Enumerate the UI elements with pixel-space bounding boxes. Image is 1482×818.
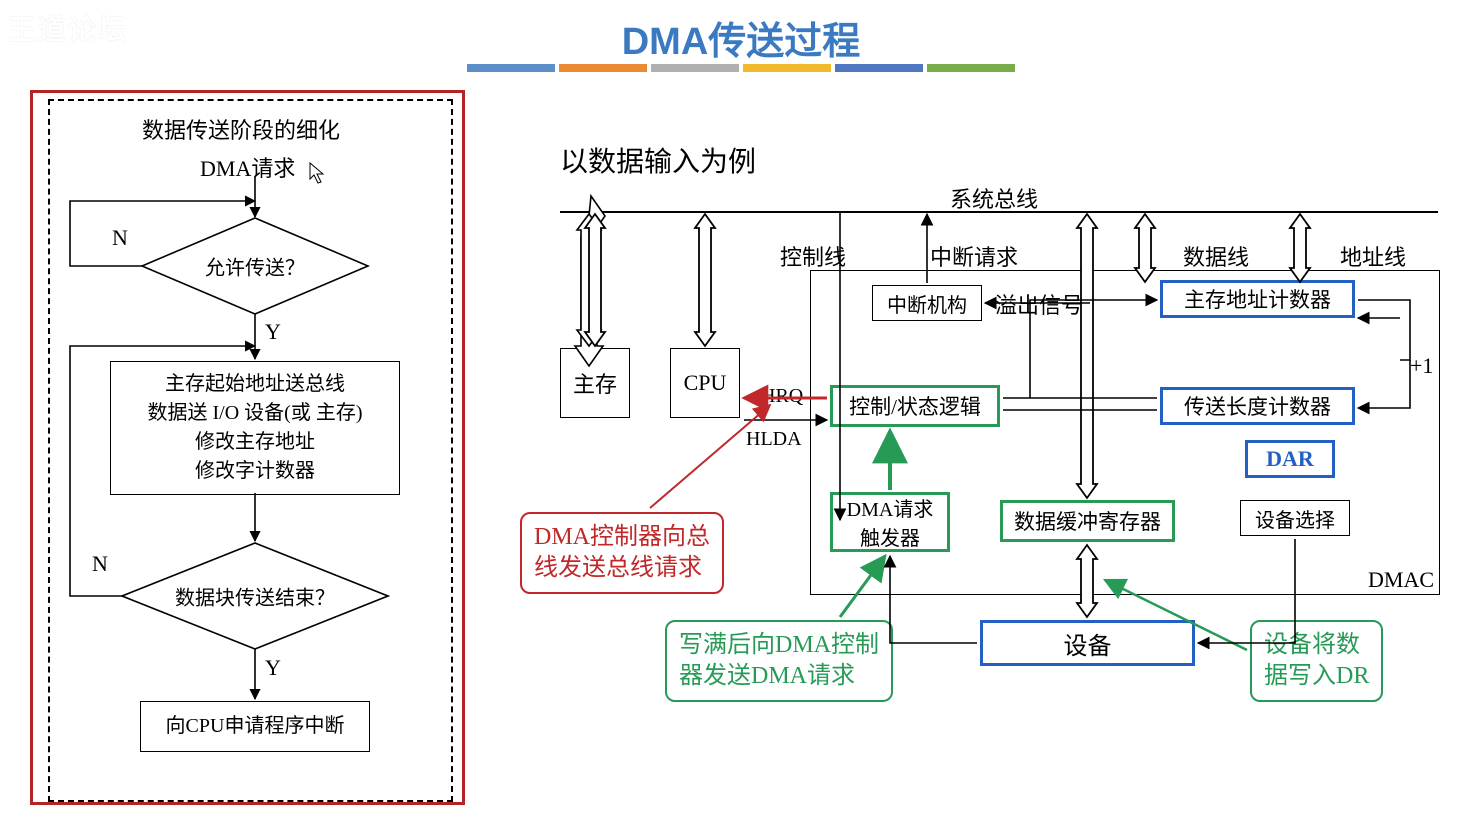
box-buf: 数据缓冲寄存器 <box>1000 500 1175 542</box>
label-hrq: HRQ <box>761 385 803 408</box>
block-diagram: 系统总线 控制线 中断请求 数据线 地址线 溢出信号 HRQ HLDA +1 D… <box>530 180 1470 800</box>
label-Y1: Y <box>265 319 281 345</box>
title-en: DMA <box>622 21 709 63</box>
decision-done: 数据块传送结束？ <box>120 541 390 651</box>
label-addr-line: 地址线 <box>1340 240 1406 272</box>
label-N2: N <box>92 551 108 577</box>
box-mem: 主存 <box>560 348 630 418</box>
label-Y2: Y <box>265 655 281 681</box>
watermark: 王道论坛 <box>8 8 128 48</box>
label-dmac: DMAC <box>1368 567 1434 593</box>
box-cpu: CPU <box>670 348 740 418</box>
page-title: DMA传送过程 <box>622 10 861 65</box>
diagram-connectors <box>530 180 1470 800</box>
final-box: 向CPU申请程序中断 <box>140 701 370 752</box>
right-subtitle: 以数据输入为例 <box>560 140 756 180</box>
callout-bus: DMA控制器向总 线发送总线请求 <box>520 512 724 594</box>
box-addr-cnt: 主存地址计数器 <box>1160 280 1355 318</box>
label-plus1: +1 <box>1410 353 1433 379</box>
callout-dr: 设备将数 据写入DR <box>1250 620 1383 702</box>
flow-start: DMA请求 <box>200 151 295 183</box>
label-N1: N <box>112 225 128 251</box>
flow-heading: 数据传送阶段的细化 <box>142 113 340 145</box>
box-len-cnt: 传送长度计数器 <box>1160 387 1355 425</box>
label-hlda: HLDA <box>746 428 802 451</box>
box-dma-req: DMA请求 触发器 <box>830 492 950 552</box>
box-int-mech: 中断机构 <box>872 285 982 321</box>
flowchart-frame: 数据传送阶段的细化 DMA请求 允许传送？ N Y 主存起始地址送总线 数据送 … <box>48 99 453 802</box>
title-cn: 传送过程 <box>708 21 860 63</box>
box-dar: DAR <box>1245 440 1335 478</box>
label-int-req: 中断请求 <box>930 240 1018 272</box>
box-ctrl-logic: 控制/状态逻辑 <box>830 385 1000 427</box>
label-sysbus: 系统总线 <box>950 182 1038 214</box>
box-device: 设备 <box>980 620 1195 666</box>
label-overflow: 溢出信号 <box>995 288 1083 320</box>
flowchart-panel: 数据传送阶段的细化 DMA请求 允许传送？ N Y 主存起始地址送总线 数据送 … <box>30 90 465 805</box>
box-dev-sel: 设备选择 <box>1240 500 1350 536</box>
process-box: 主存起始地址送总线 数据送 I/O 设备(或 主存) 修改主存地址 修改字计数器 <box>110 361 400 495</box>
label-data-line: 数据线 <box>1183 240 1249 272</box>
color-stripes <box>467 64 1015 72</box>
label-ctrl-line: 控制线 <box>780 240 846 272</box>
decision-allow: 允许传送？ <box>140 216 370 316</box>
callout-dma: 写满后向DMA控制 器发送DMA请求 <box>665 620 893 702</box>
